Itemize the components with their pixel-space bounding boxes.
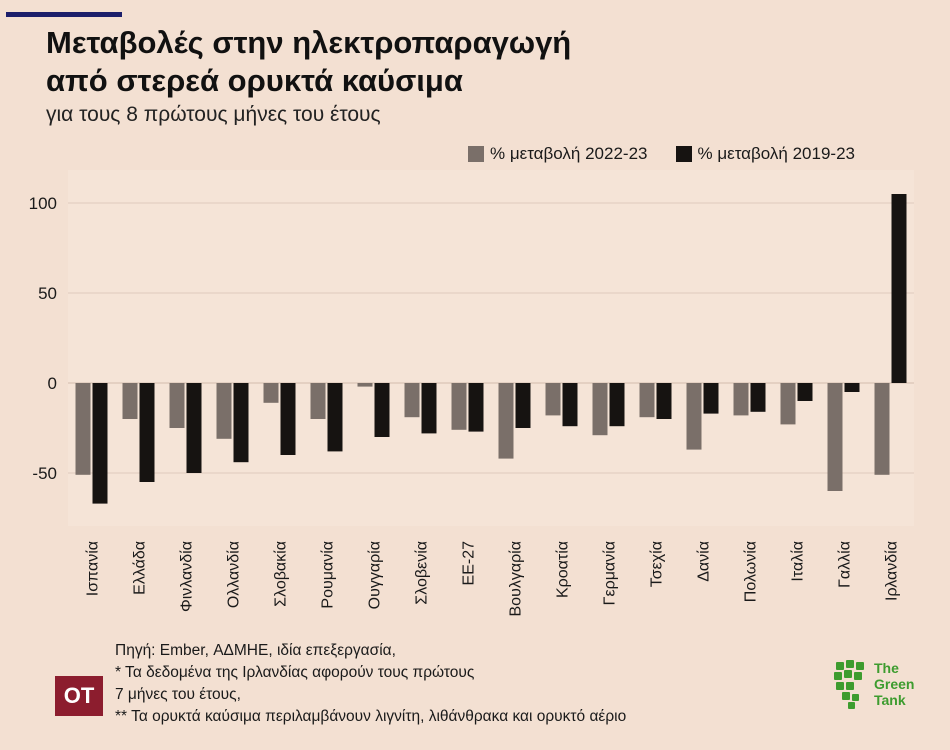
green-tank-text-3: Tank (874, 692, 906, 708)
bar-2019-23 (703, 383, 719, 414)
green-tank-logo: The Green Tank (832, 656, 932, 716)
bar-2019-23 (891, 194, 907, 383)
bar-2019-23 (844, 383, 860, 392)
bar-2019-23 (609, 383, 625, 427)
bar-2022-23 (451, 383, 467, 430)
x-tick-label: Σλοβενία (414, 541, 431, 605)
legend-label-2022-23: % μεταβολή 2022-23 (490, 144, 648, 163)
bar-2022-23 (75, 383, 91, 475)
x-tick-label: Πολωνία (743, 541, 760, 602)
x-tick-label: Φινλανδία (179, 541, 196, 612)
bar-2022-23 (263, 383, 279, 403)
bar-2022-23 (780, 383, 796, 425)
legend-swatch-2019-23 (675, 146, 692, 162)
chart-title: Μεταβολές στην ηλεκτροπαραγωγή από στερε… (46, 24, 746, 100)
source-line: Πηγή: Ember, ΑΔΜΗΕ, ιδία επεξεργασία, (115, 642, 396, 659)
legend-item-2022-23: % μεταβολή 2022-23 (468, 144, 648, 164)
y-tick-label: 0 (48, 374, 57, 393)
chart-subtitle: για τους 8 πρώτους μήνες του έτους (46, 103, 381, 126)
bar-2022-23 (733, 383, 749, 416)
bar-2019-23 (750, 383, 766, 412)
bar-2019-23 (374, 383, 390, 437)
bar-2019-23 (656, 383, 672, 419)
note-ireland-2: 7 μήνες του έτους, (115, 686, 241, 703)
x-tick-label: Ισπανία (85, 541, 102, 596)
bar-2022-23 (498, 383, 514, 459)
y-tick-label: 50 (38, 284, 57, 303)
bar-2019-23 (468, 383, 484, 432)
legend-item-2019-23: % μεταβολή 2019-23 (675, 144, 856, 164)
bar-2019-23 (797, 383, 813, 401)
bar-2019-23 (280, 383, 296, 455)
bar-2022-23 (122, 383, 138, 419)
x-tick-label: Κροατία (555, 541, 572, 598)
x-tick-label: Ιταλία (790, 541, 807, 582)
x-tick-label: Ολλανδία (226, 541, 243, 608)
y-tick-label: -50 (32, 464, 57, 483)
grid-lines (68, 202, 914, 474)
bar-2022-23 (545, 383, 561, 416)
bar-2019-23 (139, 383, 155, 482)
x-tick-label: Γαλλία (837, 541, 854, 588)
bar-2019-23 (421, 383, 437, 434)
bar-2022-23 (216, 383, 232, 439)
x-tick-label: Τσεχία (649, 541, 666, 587)
title-line-2: από στερεά ορυκτά καύσιμα (46, 63, 463, 98)
y-tick-label: 100 (29, 194, 57, 213)
x-tick-label: Ρουμανία (320, 541, 337, 609)
bar-2022-23 (357, 383, 373, 387)
bar-2022-23 (686, 383, 702, 450)
x-axis: Ισπανία Ελλάδα Φινλανδία Ολλανδία Σλοβακία Ρο… (85, 541, 901, 617)
bar-2022-23 (310, 383, 326, 419)
plot-area (68, 170, 914, 526)
x-tick-label: Γερμανία (602, 541, 619, 605)
bar-2019-23 (562, 383, 578, 427)
legend-label-2019-23: % μεταβολή 2019-23 (697, 144, 856, 163)
y-axis: 100 50 0 -50 (29, 194, 57, 483)
bar-2019-23 (186, 383, 202, 473)
footer-notes: Πηγή: Ember, ΑΔΜΗΕ, ιδία επεξεργασία, * … (115, 640, 626, 728)
green-tank-emblem (834, 660, 864, 709)
bar-2019-23 (233, 383, 249, 463)
note-ireland-1: * Τα δεδομένα της Ιρλανδίας αφορούν τους… (115, 664, 475, 681)
bar-2022-23 (404, 383, 420, 418)
bar-2019-23 (515, 383, 531, 428)
bar-2022-23 (592, 383, 608, 436)
bar-2022-23 (874, 383, 890, 475)
bar-2019-23 (92, 383, 108, 504)
x-tick-label: Σλοβακία (273, 541, 290, 607)
ot-logo: ΟΤ (55, 676, 103, 716)
x-tick-label: ΕΕ-27 (461, 541, 478, 586)
x-tick-label: Ιρλανδία (884, 541, 901, 601)
x-tick-label: Δανία (696, 541, 713, 582)
bar-2022-23 (169, 383, 185, 428)
green-tank-text-1: The (874, 660, 899, 676)
x-tick-label: Ελλάδα (132, 541, 149, 595)
x-tick-label: Βουλγαρία (508, 541, 525, 616)
legend: % μεταβολή 2022-23 % μεταβολή 2019-23 (468, 144, 883, 164)
bars (75, 194, 907, 504)
legend-swatch-2022-23 (468, 146, 484, 162)
title-line-1: Μεταβολές στην ηλεκτροπαραγωγή (46, 25, 572, 60)
green-tank-text-2: Green (874, 676, 915, 692)
bar-2022-23 (639, 383, 655, 418)
bar-2022-23 (827, 383, 843, 491)
bar-2019-23 (327, 383, 343, 452)
accent-bar (6, 12, 122, 17)
ot-logo-text: ΟΤ (63, 683, 95, 708)
note-fuels: ** Τα ορυκτά καύσιμα περιλαμβάνουν λιγνί… (115, 708, 627, 725)
x-tick-label: Ουγγαρία (367, 541, 384, 609)
green-tank-wordmark: The Green Tank (874, 660, 914, 708)
